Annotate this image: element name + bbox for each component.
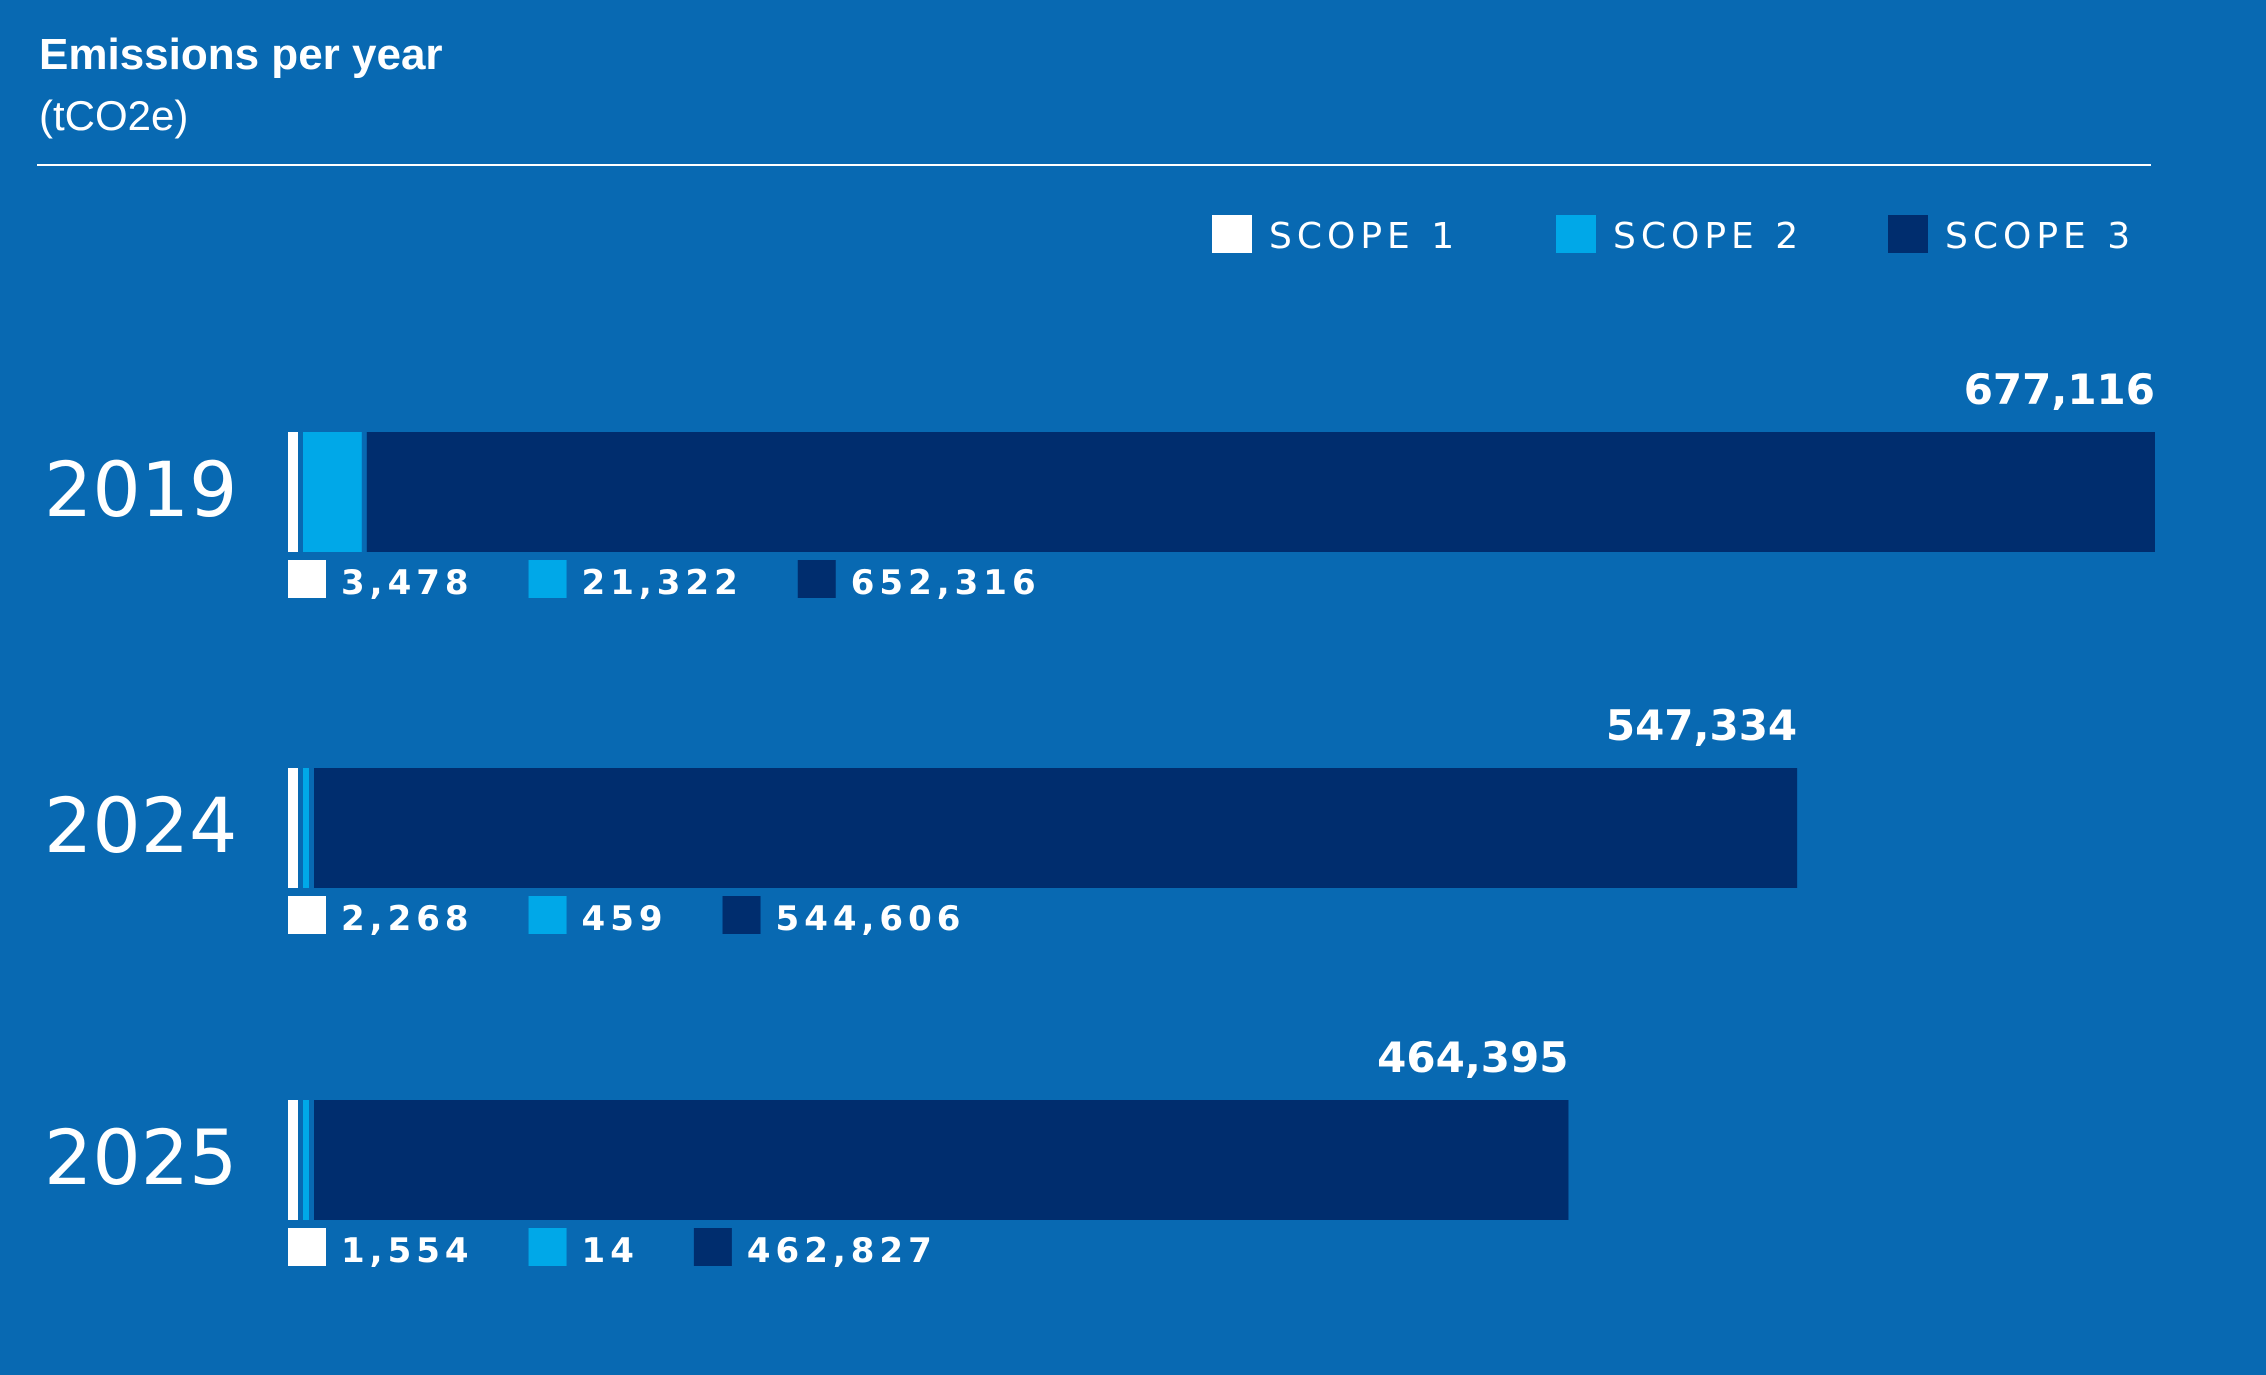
value-label-2024-scope-1: 2,268 [341,899,474,939]
bar-2019-scope-1 [288,432,298,552]
chart-subtitle: (tCO2e) [39,92,189,139]
legend-swatch-scope-1 [1212,215,1252,253]
total-label-2019: 677,116 [1964,365,2155,414]
value-swatch-2019-scope-1 [288,560,326,598]
value-swatch-2024-scope-3 [722,896,761,934]
value-swatch-2019-scope-2 [528,560,567,598]
legend-label-scope-2: SCOPE 2 [1613,216,1803,257]
header-divider [37,164,2151,166]
chart-title: Emissions per year [39,30,443,79]
value-label-2025-scope-1: 1,554 [341,1231,474,1271]
value-swatch-2025-scope-3 [693,1228,732,1266]
value-swatch-2025-scope-1 [288,1228,326,1266]
bar-2025-scope-3 [314,1100,1569,1220]
value-label-2024-scope-3: 544,606 [776,899,966,939]
value-swatch-2025-scope-2 [528,1228,567,1266]
total-label-2025: 464,395 [1377,1033,1568,1082]
value-swatch-2019-scope-3 [797,560,836,598]
legend-label-scope-3: SCOPE 3 [1945,216,2135,257]
year-label-2019: 2019 [44,445,237,534]
value-label-2025-scope-2: 14 [582,1231,639,1271]
value-label-2019-scope-2: 21,322 [582,563,743,603]
value-label-2024-scope-2: 459 [582,899,668,939]
legend-swatch-scope-2 [1556,215,1596,253]
legend-swatch-scope-3 [1888,215,1928,253]
bar-2019-scope-3 [366,432,2155,552]
bar-2025-scope-1 [288,1100,298,1220]
year-label-2024: 2024 [44,781,237,870]
year-label-2025: 2025 [44,1113,237,1202]
value-label-2019-scope-3: 652,316 [851,563,1041,603]
value-label-2019-scope-1: 3,478 [341,563,474,603]
legend-label-scope-1: SCOPE 1 [1269,216,1459,257]
bar-2024-scope-2 [303,768,309,888]
bar-2019-scope-2 [303,432,362,552]
bar-2024-scope-3 [314,768,1798,888]
value-label-2025-scope-3: 462,827 [747,1231,937,1271]
bar-2025-scope-2 [303,1100,309,1220]
bar-2024-scope-1 [288,768,298,888]
value-swatch-2024-scope-1 [288,896,326,934]
value-swatch-2024-scope-2 [528,896,567,934]
total-label-2024: 547,334 [1606,701,1797,750]
